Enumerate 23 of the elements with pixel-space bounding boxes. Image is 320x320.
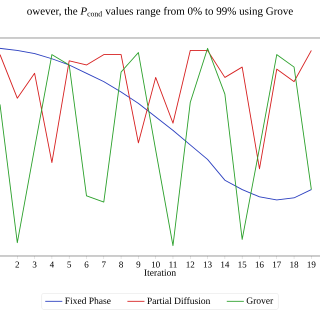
legend-label: Fixed Phase xyxy=(65,297,111,304)
x-tick-label: 13 xyxy=(204,262,212,268)
chart-title: owever, the P$_{cond}$ values range from 0% to 99% using Grove xyxy=(27,6,293,18)
x-tick-label: 5 xyxy=(67,262,72,268)
x-tick-label: 14 xyxy=(221,262,230,268)
x-tick-label: 18 xyxy=(290,262,298,268)
x-tick-label: 16 xyxy=(256,262,264,268)
x-axis-title: Iteration xyxy=(144,269,176,276)
legend-label: Partial Diffusion xyxy=(147,297,210,304)
x-tick-label: 7 xyxy=(102,262,106,268)
x-tick-label: 17 xyxy=(273,262,281,268)
x-tick-label: 19 xyxy=(308,262,316,268)
x-tick-label: 12 xyxy=(186,262,194,268)
legend-label: Grover xyxy=(246,297,274,304)
x-tick-label: 3 xyxy=(32,262,36,268)
x-tick-label: 6 xyxy=(84,262,88,268)
x-tick-label: 15 xyxy=(238,262,246,268)
x-tick-label: 2 xyxy=(15,262,20,268)
x-tick-label: 11 xyxy=(169,262,177,268)
x-tick-label: 8 xyxy=(119,262,123,268)
x-tick-label: 9 xyxy=(136,262,140,268)
x-tick-label: 10 xyxy=(152,262,160,268)
x-tick-label: 4 xyxy=(50,262,54,268)
